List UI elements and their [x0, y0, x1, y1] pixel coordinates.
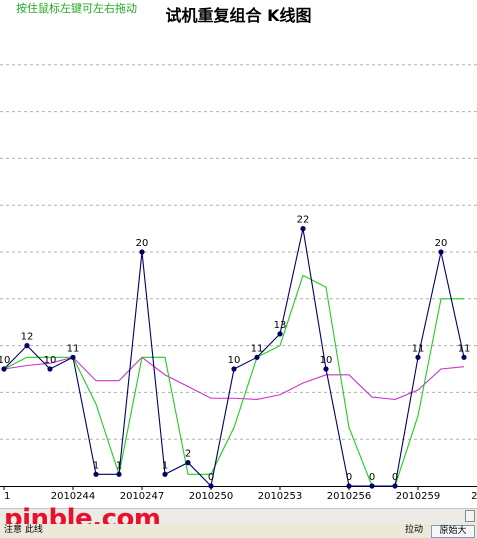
- series-line-2: [3, 356, 465, 400]
- data-label: 1: [116, 460, 122, 471]
- x-tick-label: 2010253: [258, 491, 303, 502]
- data-point: [461, 354, 467, 360]
- data-label: 12: [21, 332, 34, 343]
- data-point: [47, 366, 53, 372]
- data-label: 1: [93, 460, 99, 471]
- horizontal-scrollbar[interactable]: [0, 508, 477, 524]
- data-point: [277, 331, 283, 337]
- data-point: [300, 226, 306, 232]
- x-tick-label: 2010250: [189, 491, 234, 502]
- data-label: 0: [208, 472, 214, 483]
- x-tick-label: 2010244: [51, 491, 96, 502]
- data-label: 10: [44, 355, 57, 366]
- data-label: 13: [274, 320, 287, 331]
- data-point: [415, 354, 421, 360]
- data-label: 11: [67, 343, 80, 354]
- data-point: [139, 249, 145, 255]
- grid-lines: [0, 64, 477, 440]
- original-size-button[interactable]: 原始大: [431, 525, 475, 538]
- data-point: [116, 471, 122, 477]
- data-point: [70, 354, 76, 360]
- chart-title: 试机重复组合 K线图: [165, 6, 312, 25]
- data-point: [1, 366, 7, 372]
- data-label: 10: [228, 355, 241, 366]
- series-line-1: [3, 274, 464, 487]
- data-label: 2: [185, 449, 191, 460]
- data-point: [323, 366, 329, 372]
- data-label: 11: [458, 343, 471, 354]
- data-label: 0: [346, 472, 352, 483]
- data-label: 10: [0, 355, 10, 366]
- data-label: 20: [136, 238, 149, 249]
- data-point: [208, 483, 214, 489]
- data-markers: [1, 226, 467, 489]
- data-label: 10: [320, 355, 333, 366]
- scroll-thumb[interactable]: [465, 510, 475, 522]
- data-point: [185, 460, 191, 466]
- x-tick-label: 2010247: [120, 491, 165, 502]
- data-label: 22: [297, 215, 310, 226]
- data-label: 11: [412, 343, 425, 354]
- data-point: [93, 471, 99, 477]
- data-label: 1: [162, 460, 168, 471]
- data-point: [346, 483, 352, 489]
- data-point: [438, 249, 444, 255]
- x-tick-label: 20102: [471, 491, 477, 502]
- data-label: 0: [392, 472, 398, 483]
- data-point: [369, 483, 375, 489]
- status-bar: 注意 此线 拉动 原始大: [0, 524, 477, 538]
- status-right-text: 拉动: [404, 525, 423, 535]
- data-point: [392, 483, 398, 489]
- data-point: [254, 354, 260, 360]
- x-axis: [0, 486, 477, 490]
- data-label: 11: [251, 343, 264, 354]
- data-point: [162, 471, 168, 477]
- x-tick-label: 2010256: [327, 491, 372, 502]
- x-tick-labels: 1 2010244 2010247 2010250 2010253 2010256 2010…: [4, 491, 477, 502]
- x-tick-label: 1: [4, 491, 10, 502]
- data-point: [24, 343, 30, 349]
- data-label: 20: [435, 238, 448, 249]
- drag-hint: 按住鼠标左键可左右拖动: [16, 2, 137, 15]
- status-left-text: 注意 此线: [4, 525, 43, 535]
- x-tick-label: 2010259: [396, 491, 441, 502]
- data-point: [231, 366, 237, 372]
- data-label: 0: [369, 472, 375, 483]
